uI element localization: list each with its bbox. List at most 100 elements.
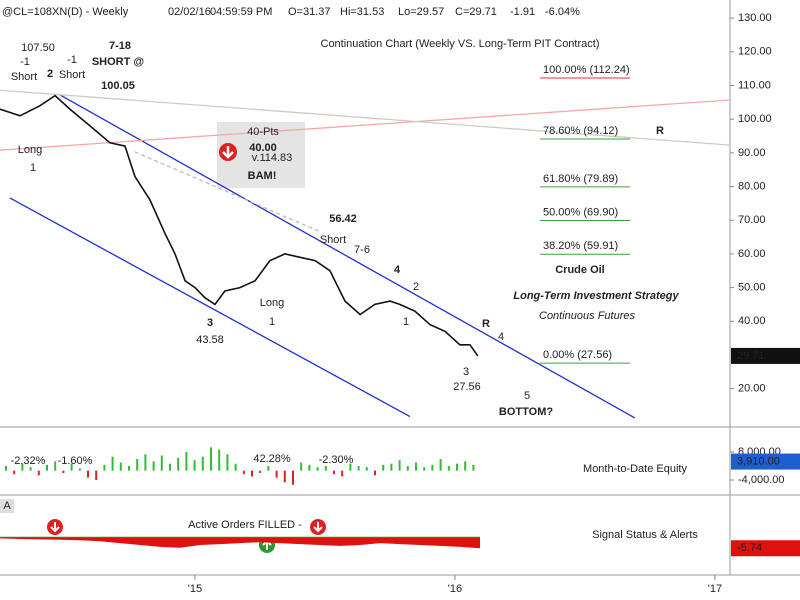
equity-bar [185,452,188,471]
equity-bar [29,467,32,471]
panel-title: Signal Status & Alerts [592,529,698,541]
annotation: BAM! [248,170,277,182]
annotation: 40-Pts [247,126,279,138]
equity-annotation: -2.32% [11,455,46,467]
equity-bar [177,457,180,471]
y-tick-label: 100.00 [738,113,772,125]
y-tick-label: 120.00 [738,46,772,58]
panel-label-box [0,499,14,513]
annotation: Crude Oil [555,264,605,276]
annotation: R [656,125,664,137]
annotation: Short [59,69,85,81]
equity-bar [406,466,409,471]
equity-bar [439,459,442,471]
annotation: 40.00 [249,142,277,154]
header-change: -1.91 [510,6,535,18]
annotation: 3 [207,317,213,329]
equity-bar [324,466,327,471]
fib-label: 50.00% (69.90) [543,206,618,218]
annotation: 5 [524,390,530,402]
last-value-box [731,453,800,470]
equity-bar [13,470,16,475]
equity-bar [226,454,229,471]
equity-bar [267,466,270,471]
equity-annotation: -2.30% [319,454,354,466]
trendline [9,197,411,418]
equity-bar [234,463,237,471]
bam-arrow [219,143,237,161]
annotation: Continuous Futures [539,310,635,322]
y-tick-label: 80.00 [738,180,766,192]
equity-bar [423,467,426,471]
annotation: 2 [47,68,53,80]
header-symbol: @CL=108XN(D) - Weekly [2,6,129,18]
annotation: Short [320,234,346,246]
annotation: 2 [413,281,419,293]
equity-bar [78,468,81,471]
equity-bar [46,464,48,471]
fib-label: 0.00% (27.56) [543,349,612,361]
equity-bar [308,464,311,471]
fib-label: 38.20% (59.91) [543,240,618,252]
equity-bar [464,461,467,471]
equity-bar [111,456,114,471]
x-tick-label: '15 [188,583,202,595]
last-value-label: 3,910.00 [737,455,780,467]
equity-bar [169,463,171,471]
annotation: Short [11,71,37,83]
y-tick-label: 20.00 [738,383,766,395]
y-tick-label: 50.00 [738,281,766,293]
equity-bar [382,464,385,471]
equity-bar [300,462,303,471]
equity-bar [390,463,393,471]
annotation: 1 [30,162,36,174]
annotation: -1 [20,56,30,68]
header-high: Hi=31.53 [340,6,384,18]
chart-title: Continuation Chart (Weekly VS. Long-Term… [321,38,600,50]
annotation: 4 [394,264,401,276]
equity-bar [5,466,7,471]
equity-bar [415,462,417,471]
header-low: Lo=29.57 [398,6,444,18]
equity-bar [119,462,122,471]
header-close: C=29.71 [455,6,497,18]
annotation: 100.05 [101,80,135,92]
signal-area [0,537,480,549]
last-price-box [731,347,800,364]
signal-arrow [310,519,326,535]
annotation: 4 [498,331,504,343]
equity-bar [87,470,89,478]
equity-bar [103,464,106,471]
equity-bar [259,470,262,474]
equity-bar [316,467,319,471]
annotation: 1 [403,316,409,328]
y-tick-label: 110.00 [738,79,771,91]
annotation: -1 [67,54,77,66]
equity-bar [136,459,139,471]
equity-bar [333,470,335,475]
annotation: BOTTOM? [499,406,553,418]
x-tick-label: '16 [448,583,462,595]
trendline [0,99,731,151]
equity-bar [456,463,458,471]
annotation: Long-Term Investment Strategy [513,290,679,302]
signal-annotation: Active Orders FILLED - [188,519,302,531]
fib-label: 78.60% (94.12) [543,125,618,137]
equity-bar [365,467,368,471]
annotation: 43.58 [196,334,224,346]
equity-bar [70,463,73,471]
y-tick-label: 90.00 [738,147,766,159]
equity-bar [201,456,204,471]
equity-bar [54,461,57,471]
signal-arrow [47,519,63,535]
x-tick-label: '17 [708,583,722,595]
header-change-pct: -6.04% [545,6,580,18]
y-tick-label: 70.00 [738,214,766,226]
trendline [134,151,321,233]
equity-bar [193,460,196,471]
equity-bar [472,464,475,471]
equity-bar [398,460,401,471]
y-tick-label: 130.00 [738,12,772,24]
annotation: R [482,318,490,330]
